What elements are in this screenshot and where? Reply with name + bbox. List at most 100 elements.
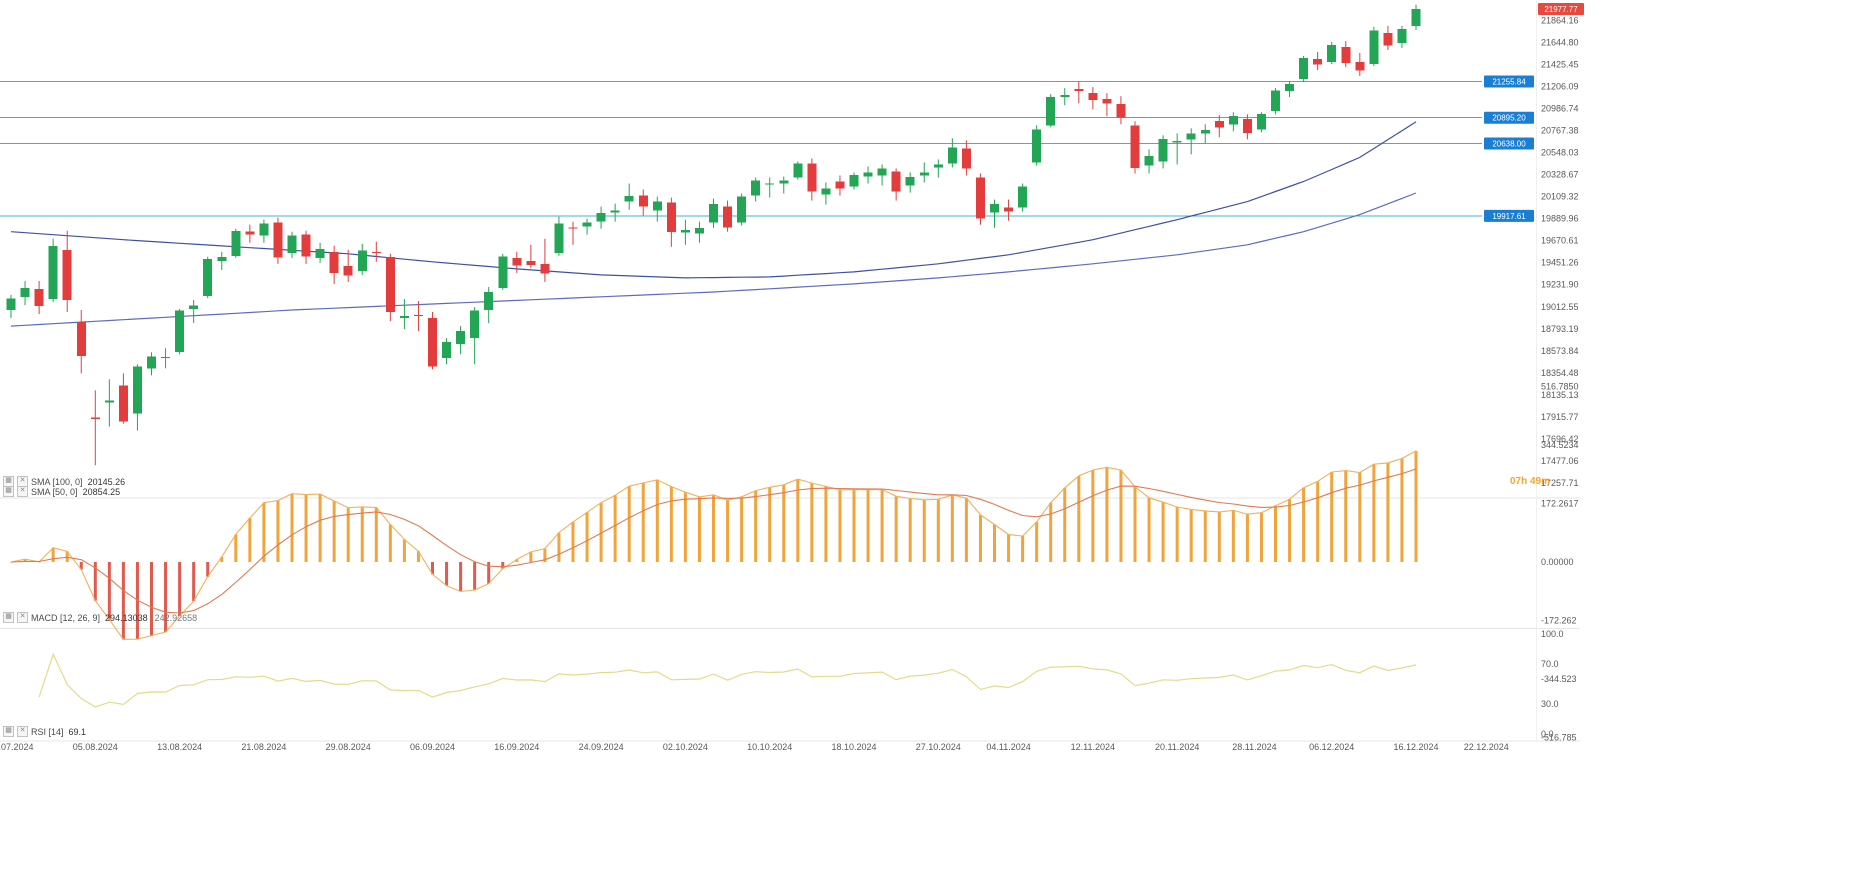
candle[interactable] (1299, 55, 1309, 83)
candle[interactable] (694, 221, 704, 243)
candle[interactable] (1285, 81, 1295, 98)
indicator-remove-icon[interactable]: ✕ (17, 612, 28, 623)
candle[interactable] (933, 159, 943, 178)
candle[interactable] (947, 138, 957, 168)
candle[interactable] (1327, 41, 1337, 65)
candle[interactable] (470, 307, 480, 365)
indicator-remove-icon[interactable]: ✕ (17, 726, 28, 737)
candle[interactable] (385, 253, 395, 322)
candle[interactable] (147, 352, 156, 376)
candle[interactable] (582, 218, 592, 235)
rsi-pane[interactable] (38, 652, 1417, 708)
candle[interactable] (1369, 26, 1379, 67)
candle[interactable] (779, 176, 789, 194)
candle[interactable] (76, 310, 86, 374)
candle[interactable] (807, 158, 817, 201)
candle[interactable] (1256, 112, 1266, 133)
price-level-tag[interactable]: 19917.61 (1484, 209, 1534, 222)
candle[interactable] (540, 238, 550, 282)
candle[interactable] (624, 183, 634, 210)
candle[interactable] (793, 161, 803, 180)
candle[interactable] (1341, 40, 1351, 68)
candle[interactable] (709, 198, 718, 228)
price-level-lines-layer[interactable] (0, 80, 1482, 217)
candle[interactable] (751, 177, 761, 202)
candle[interactable] (161, 348, 171, 369)
candle[interactable] (203, 256, 213, 298)
indicator-legend-macd[interactable]: ▦ ✕ MACD [12, 26, 9] 294.13038 242.92658 (3, 612, 197, 623)
candle[interactable] (723, 200, 733, 232)
candle[interactable] (34, 280, 44, 315)
candle[interactable] (442, 338, 452, 365)
price-level-tag[interactable]: 21255.84 (1484, 75, 1534, 88)
candle[interactable] (20, 280, 30, 306)
candle[interactable] (975, 173, 985, 225)
candle[interactable] (1088, 87, 1098, 110)
candle[interactable] (1242, 114, 1252, 140)
candle[interactable] (596, 206, 606, 229)
candle[interactable] (821, 182, 831, 205)
candle[interactable] (287, 231, 297, 258)
candle[interactable] (189, 300, 199, 324)
candle[interactable] (1186, 128, 1196, 155)
candle[interactable] (484, 286, 494, 324)
candle[interactable] (371, 241, 381, 262)
indicator-legend-rsi[interactable]: ▦ ✕ RSI [14] 69.1 (3, 726, 86, 737)
candle[interactable] (512, 251, 522, 273)
candle[interactable] (90, 390, 100, 466)
sma50-line[interactable] (10, 121, 1417, 279)
candle[interactable] (1271, 88, 1280, 115)
candle[interactable] (554, 216, 564, 256)
candle[interactable] (1214, 115, 1224, 138)
candle[interactable] (315, 242, 325, 263)
candle[interactable] (1018, 183, 1028, 212)
candle[interactable] (990, 199, 999, 228)
indicator-remove-icon[interactable]: ✕ (17, 486, 28, 497)
price-level-tag[interactable]: 20895.20 (1484, 111, 1534, 124)
candle[interactable] (919, 162, 929, 183)
candle[interactable] (610, 203, 620, 222)
indicator-settings-icon[interactable]: ▦ (3, 612, 14, 623)
candle[interactable] (638, 189, 648, 216)
candle[interactable] (118, 373, 128, 424)
candle[interactable] (1200, 124, 1210, 144)
candle[interactable] (1102, 93, 1112, 117)
candle[interactable] (1313, 51, 1323, 71)
candle[interactable] (652, 196, 662, 222)
candle[interactable] (6, 294, 16, 319)
candle[interactable] (1158, 135, 1168, 169)
candle[interactable] (1130, 121, 1140, 174)
candle[interactable] (1046, 94, 1056, 128)
candle[interactable] (217, 251, 227, 270)
candle[interactable] (48, 238, 58, 303)
candle[interactable] (1355, 52, 1365, 77)
candle[interactable] (1411, 4, 1421, 30)
price-tags-layer[interactable]: 21255.84 20895.20 20638.00 19917.61 21977.77 (1484, 3, 1584, 222)
candle[interactable] (877, 164, 887, 186)
candle[interactable] (835, 175, 845, 196)
candle[interactable] (863, 166, 873, 184)
candle[interactable] (231, 228, 241, 258)
candle[interactable] (905, 172, 915, 193)
sma100-line[interactable] (10, 192, 1417, 327)
candle[interactable] (259, 219, 269, 243)
candle[interactable] (1116, 96, 1126, 125)
candle[interactable] (737, 193, 747, 226)
sma-overlays-layer[interactable] (10, 121, 1417, 327)
indicator-settings-icon[interactable]: ▦ (3, 486, 14, 497)
axis-labels-layer[interactable]: 21864.16 21644.80 21425.45 21206.09 20986.74… (0, 15, 1579, 752)
candle[interactable] (456, 326, 466, 355)
candle[interactable] (680, 219, 690, 245)
candle[interactable] (104, 379, 114, 427)
candle[interactable] (132, 364, 142, 431)
candle[interactable] (1172, 133, 1182, 165)
candle[interactable] (1144, 149, 1154, 174)
candle[interactable] (568, 221, 578, 245)
candle[interactable] (175, 309, 185, 355)
candle[interactable] (1060, 88, 1070, 106)
candle[interactable] (961, 140, 971, 176)
candle[interactable] (343, 249, 353, 282)
candle[interactable] (245, 224, 255, 243)
candle[interactable] (413, 301, 423, 332)
candle[interactable] (1032, 125, 1042, 166)
